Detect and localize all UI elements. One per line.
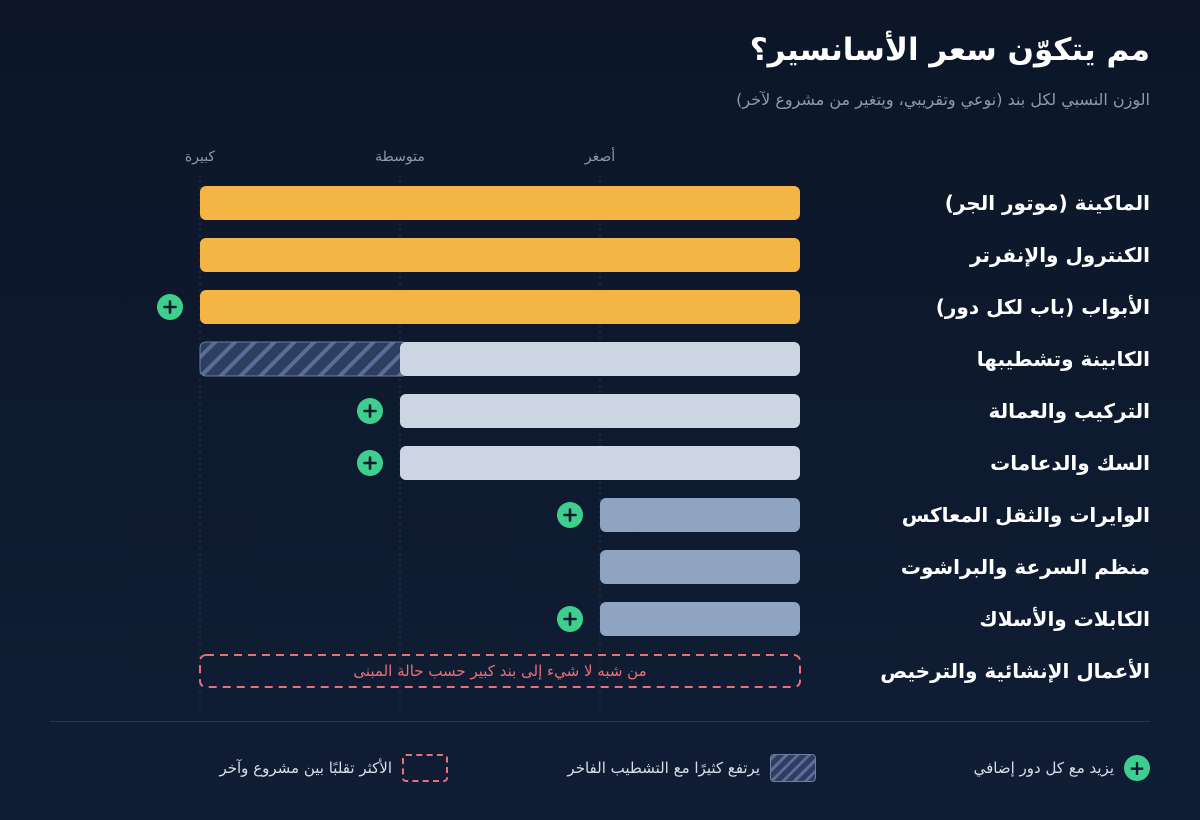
bar [400,446,800,480]
bar [600,550,800,584]
bar [400,394,800,428]
bar [200,238,800,272]
category-label: الكابلات والأسلاك [979,606,1150,631]
plus-sign [563,612,577,626]
bar [600,498,800,532]
category-label: السك والدعامات [990,451,1150,475]
category-label: الماكينة (موتور الجر) [945,191,1150,215]
bar [600,602,800,636]
legend-divider [50,721,1150,722]
legend-per-floor-label: يزيد مع كل دور إضافي [973,759,1114,777]
plus-sign [363,456,377,470]
category-label: الأعمال الإنشائية والترخيص [880,658,1150,683]
hatched-extension [199,341,409,377]
scale-tick-label: كبيرة [185,149,216,165]
hatch-swatch [770,754,816,782]
category-label: التركيب والعمالة [988,399,1150,423]
legend-item-per-floor: يزيد مع كل دور إضافي + [974,752,1150,784]
bar-chart: أصغر متوسطة كبيرة الماكينة (موتور الجر) الك… [157,147,1150,710]
bar [400,342,800,376]
category-label: الوايرات والثقل المعاكس [902,503,1150,527]
chart-title: مم يتكوّن سعر الأسانسير؟ [749,32,1150,68]
scale-tick-label: أصغر [584,147,615,165]
plus-sign [163,300,177,314]
legend-item-variable: الأكثر تقلبًا بين مشروع وآخر [219,752,448,784]
plus-sign [363,404,377,418]
legend-variable-label: الأكثر تقلبًا بين مشروع وآخر [219,759,392,777]
scale-tick-label: متوسطة [375,149,425,165]
variable-note-label: من شبه لا شيء إلى بند كبير حسب حالة المب… [353,662,646,681]
dashed-swatch [402,754,448,782]
bar [200,290,800,324]
category-label: الكنترول والإنفرتر [969,243,1150,267]
variable-range-box [199,654,801,688]
chart-subtitle: الوزن النسبي لكل بند (نوعي وتقريبي، ويتغ… [736,90,1150,109]
category-label: منظم السرعة والبراشوت [901,555,1150,579]
category-label: الأبواب (باب لكل دور) [936,294,1150,319]
plus-circle-icon: + [1124,755,1150,781]
legend-item-luxury: يرتفع كثيرًا مع التشطيب الفاخر [567,752,816,784]
legend-luxury-label: يرتفع كثيرًا مع التشطيب الفاخر [567,759,760,777]
bar [200,186,800,220]
plus-sign [563,508,577,522]
category-label: الكابينة وتشطيبها [977,347,1150,371]
